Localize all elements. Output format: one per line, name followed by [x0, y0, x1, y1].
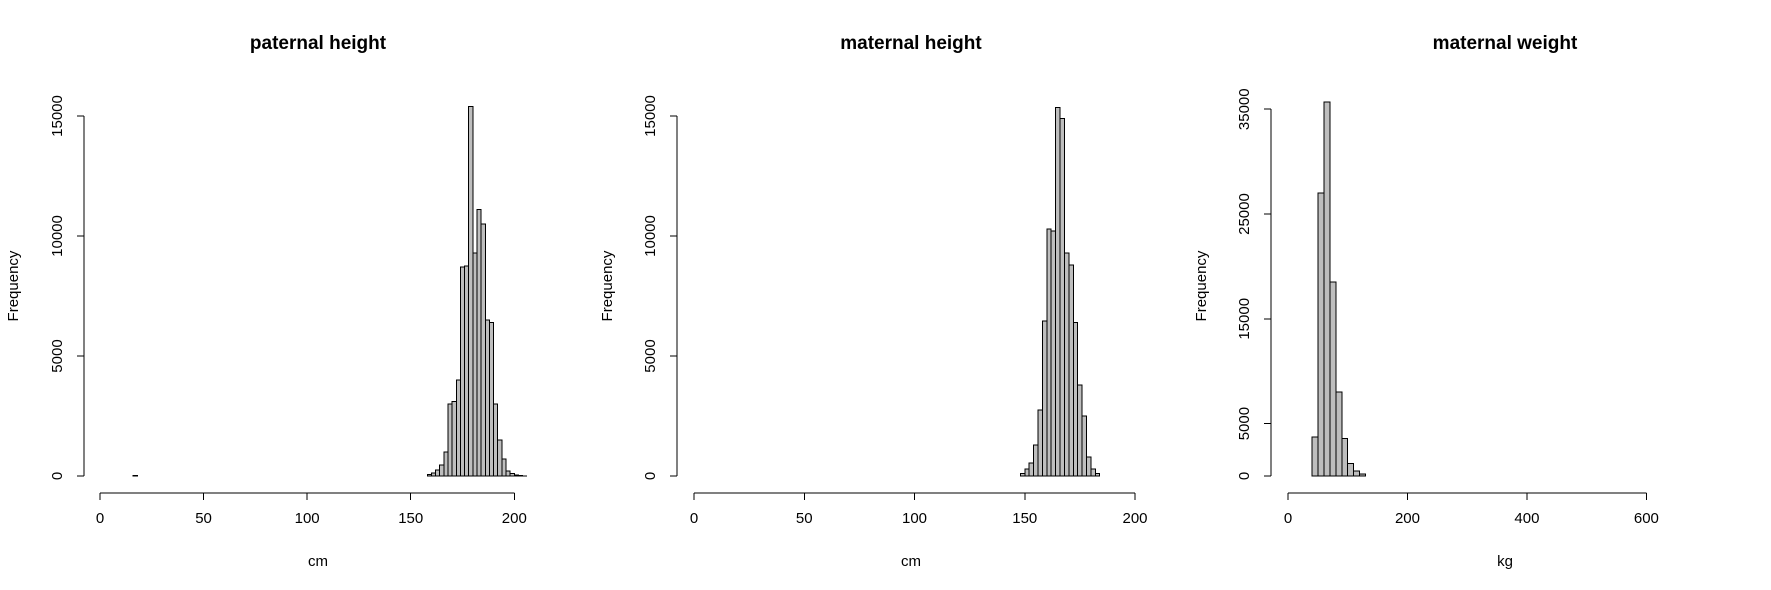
x-tick-label: 100: [295, 510, 320, 527]
histogram-bar: [1068, 264, 1074, 477]
x-axis: 0 200 400 600: [1284, 492, 1659, 527]
histogram-bar: [509, 473, 515, 477]
y-tick-label: 0: [1236, 472, 1253, 480]
x-axis: 0 50 100 150 200: [96, 492, 527, 527]
x-tick-label: 600: [1634, 510, 1659, 527]
y-axis-label: Frequency: [5, 250, 22, 321]
histogram-bar: [1317, 192, 1325, 477]
x-tick-label: 400: [1514, 510, 1539, 527]
x-tick-label: 50: [195, 510, 212, 527]
histogram-bar: [468, 105, 474, 477]
x-axis: 0 50 100 150 200: [690, 492, 1148, 527]
panel-title: maternal height: [840, 33, 982, 54]
histogram-bar: [480, 223, 486, 477]
y-tick-label: 0: [642, 472, 659, 480]
histogram-bar: [1059, 117, 1065, 477]
histogram-bar: [1046, 228, 1052, 477]
panel-maternal-height: maternal height Frequency cm 0 50 100 150 20…: [599, 33, 1148, 570]
histogram-bar: [493, 403, 499, 477]
y-tick-label: 15000: [1236, 298, 1253, 340]
y-tick-label: 10000: [642, 215, 659, 257]
x-tick-label: 0: [1284, 510, 1292, 527]
histogram-bar: [464, 265, 470, 477]
x-tick-label: 150: [398, 510, 423, 527]
histogram-bar: [1081, 415, 1087, 477]
x-tick-label: 200: [1122, 510, 1147, 527]
histogram-bar: [447, 403, 453, 477]
histogram-bar: [1323, 101, 1331, 477]
histogram-bar: [501, 458, 507, 477]
y-axis-label: Frequency: [599, 250, 616, 321]
histogram-bar: [1311, 436, 1319, 477]
histogram-bar: [426, 474, 432, 477]
histogram-bar: [1335, 391, 1343, 477]
y-tick-label: 10000: [49, 215, 66, 257]
histogram-bar: [1359, 473, 1367, 477]
histogram-bars: [1019, 107, 1101, 477]
histogram-bar: [513, 474, 519, 477]
histogram-bar: [1050, 230, 1057, 477]
panel-paternal-height: paternal height Frequency cm 0 50 100 150 20…: [5, 33, 528, 570]
y-tick-label: 5000: [49, 339, 66, 372]
histogram-bar: [1077, 384, 1083, 477]
histogram-bars: [1311, 101, 1367, 477]
histogram-bar: [1063, 252, 1070, 477]
x-axis-label: kg: [1497, 553, 1513, 570]
histogram-bar: [1072, 321, 1079, 477]
x-tick-label: 200: [502, 510, 527, 527]
y-axis: 0 5000 10000 15000: [49, 95, 85, 480]
x-tick-label: 150: [1012, 510, 1037, 527]
y-tick-label: 35000: [1236, 88, 1253, 130]
histogram-bar: [488, 321, 495, 477]
y-tick-label: 5000: [642, 339, 659, 372]
histogram-bar: [459, 266, 466, 477]
y-tick-label: 25000: [1236, 193, 1253, 235]
histogram-bar: [1341, 437, 1349, 477]
histogram-bar: [1024, 468, 1030, 477]
histogram-bar: [435, 469, 441, 477]
y-tick-label: 15000: [49, 95, 66, 137]
y-tick-label: 5000: [1236, 407, 1253, 440]
histogram-bar: [1090, 468, 1096, 477]
histogram-bar: [455, 379, 461, 477]
histogram-bar: [1353, 470, 1361, 477]
panel-title: maternal weight: [1433, 33, 1578, 54]
histogram-bar: [1094, 473, 1101, 477]
histogram-bar: [430, 472, 437, 477]
x-tick-label: 200: [1395, 510, 1420, 527]
histogram-bar: [1085, 456, 1092, 477]
histogram-bar: [505, 470, 511, 477]
y-axis-label: Frequency: [1193, 250, 1210, 321]
panel-maternal-weight: maternal weight Frequency kg 0 200 400 600 …: [1193, 33, 1659, 570]
histogram-bar: [451, 401, 457, 477]
histogram-bar: [484, 319, 490, 477]
histogram-bar: [1028, 462, 1035, 477]
y-axis: 0 5000 15000 25000 35000: [1236, 88, 1272, 480]
histogram-bar: [1019, 473, 1026, 477]
x-tick-label: 50: [796, 510, 813, 527]
y-tick-label: 15000: [642, 95, 659, 137]
histogram-bar: [443, 451, 449, 477]
panel-title: paternal height: [250, 33, 387, 54]
histogram-bar: [497, 439, 503, 477]
x-tick-label: 0: [96, 510, 104, 527]
x-axis-label: cm: [308, 553, 328, 570]
x-axis-label: cm: [901, 553, 921, 570]
histogram-bar: [1055, 107, 1061, 477]
histogram-bar: [1041, 320, 1048, 477]
histogram-bars: [132, 105, 528, 477]
histogram-bar: [1347, 462, 1355, 477]
histogram-bar: [1329, 281, 1337, 477]
x-tick-label: 100: [902, 510, 927, 527]
histogram-bar: [476, 209, 482, 477]
histogram-bar: [1033, 444, 1039, 477]
y-axis: 0 5000 10000 15000: [642, 95, 678, 480]
histogram-bar: [517, 474, 524, 477]
histogram-bar: [1037, 409, 1043, 477]
y-tick-label: 0: [49, 472, 66, 480]
x-tick-label: 0: [690, 510, 698, 527]
histogram-bar: [472, 252, 478, 477]
histogram-bar: [439, 464, 445, 477]
